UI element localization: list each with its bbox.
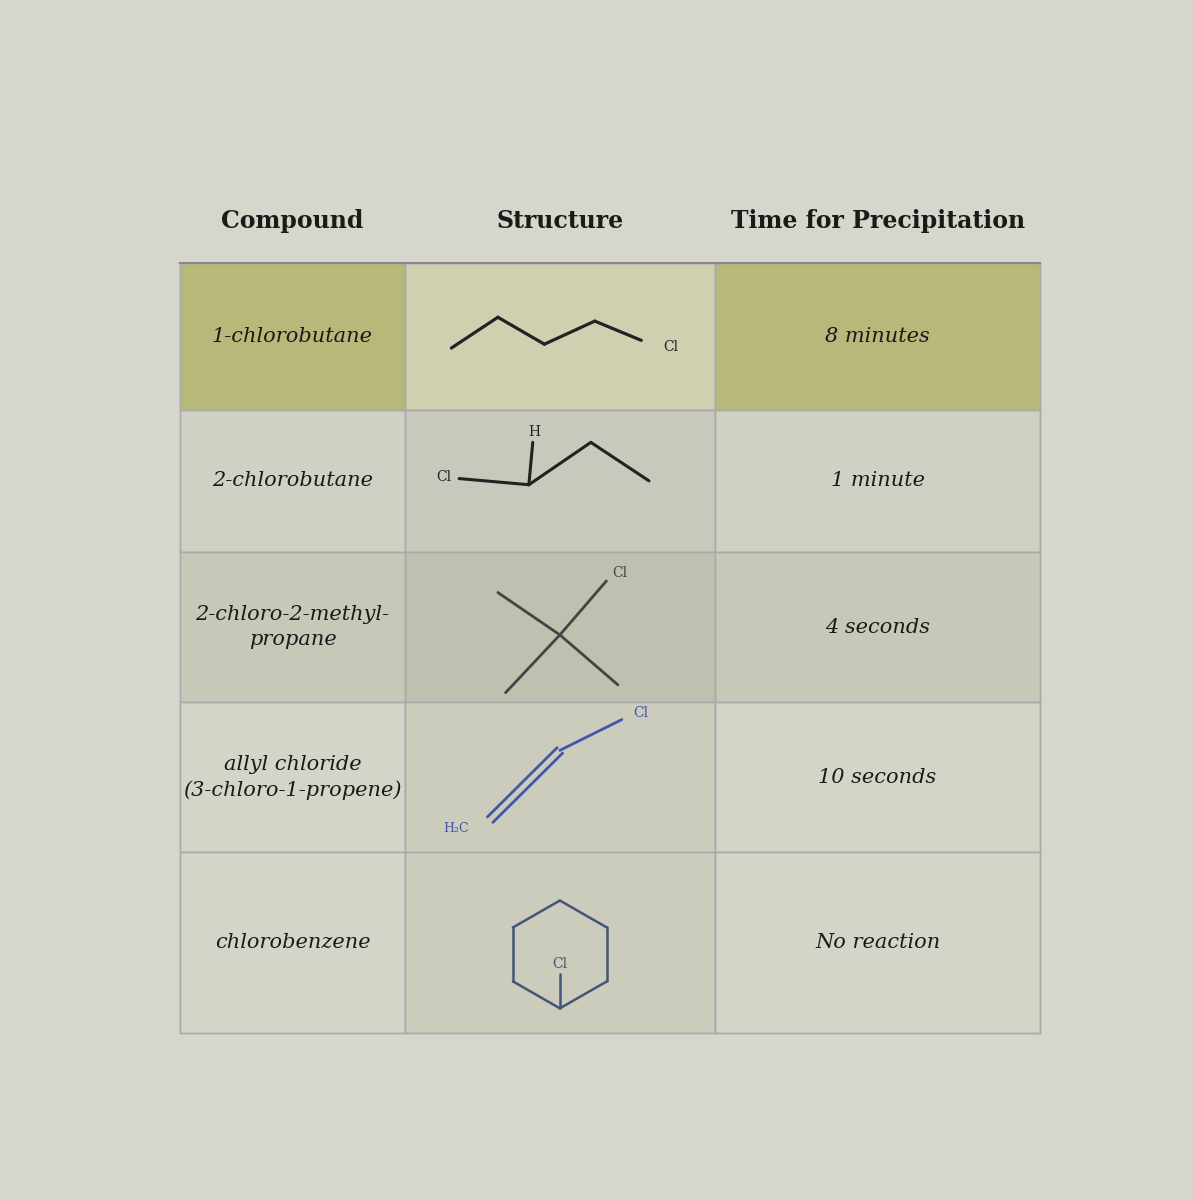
Polygon shape [715,702,1040,852]
Text: 8 minutes: 8 minutes [826,326,931,346]
Polygon shape [180,852,404,1033]
Text: Cl: Cl [663,340,678,354]
Text: Cl: Cl [437,470,451,484]
Polygon shape [715,852,1040,1033]
Text: Cl: Cl [633,707,649,720]
Polygon shape [180,409,404,552]
Polygon shape [172,259,1049,1037]
Text: Structure: Structure [496,209,624,233]
Polygon shape [404,852,715,1033]
Polygon shape [404,409,715,552]
Polygon shape [715,263,1040,409]
Polygon shape [715,409,1040,552]
Polygon shape [404,702,715,852]
Text: Cl: Cl [552,956,568,971]
Text: allyl chloride
(3-chloro-1-propene): allyl chloride (3-chloro-1-propene) [184,755,402,799]
Polygon shape [715,552,1040,702]
Polygon shape [404,552,715,702]
Text: chlorobenzene: chlorobenzene [215,934,370,953]
Polygon shape [404,263,715,409]
Text: Compound: Compound [222,209,364,233]
Text: 1-chlorobutane: 1-chlorobutane [212,326,373,346]
Text: 4 seconds: 4 seconds [826,618,931,637]
Text: 1 minute: 1 minute [830,472,925,491]
Polygon shape [180,552,404,702]
Text: No reaction: No reaction [815,934,940,953]
Text: H₂C: H₂C [443,822,469,835]
Polygon shape [180,263,404,409]
Polygon shape [180,702,404,852]
Text: H: H [528,425,540,439]
Text: Cl: Cl [612,566,628,581]
Text: 10 seconds: 10 seconds [818,768,937,787]
Text: 2-chlorobutane: 2-chlorobutane [212,472,373,491]
Text: Time for Precipitation: Time for Precipitation [730,209,1025,233]
Text: 2-chloro-2-methyl-
propane: 2-chloro-2-methyl- propane [196,605,389,649]
